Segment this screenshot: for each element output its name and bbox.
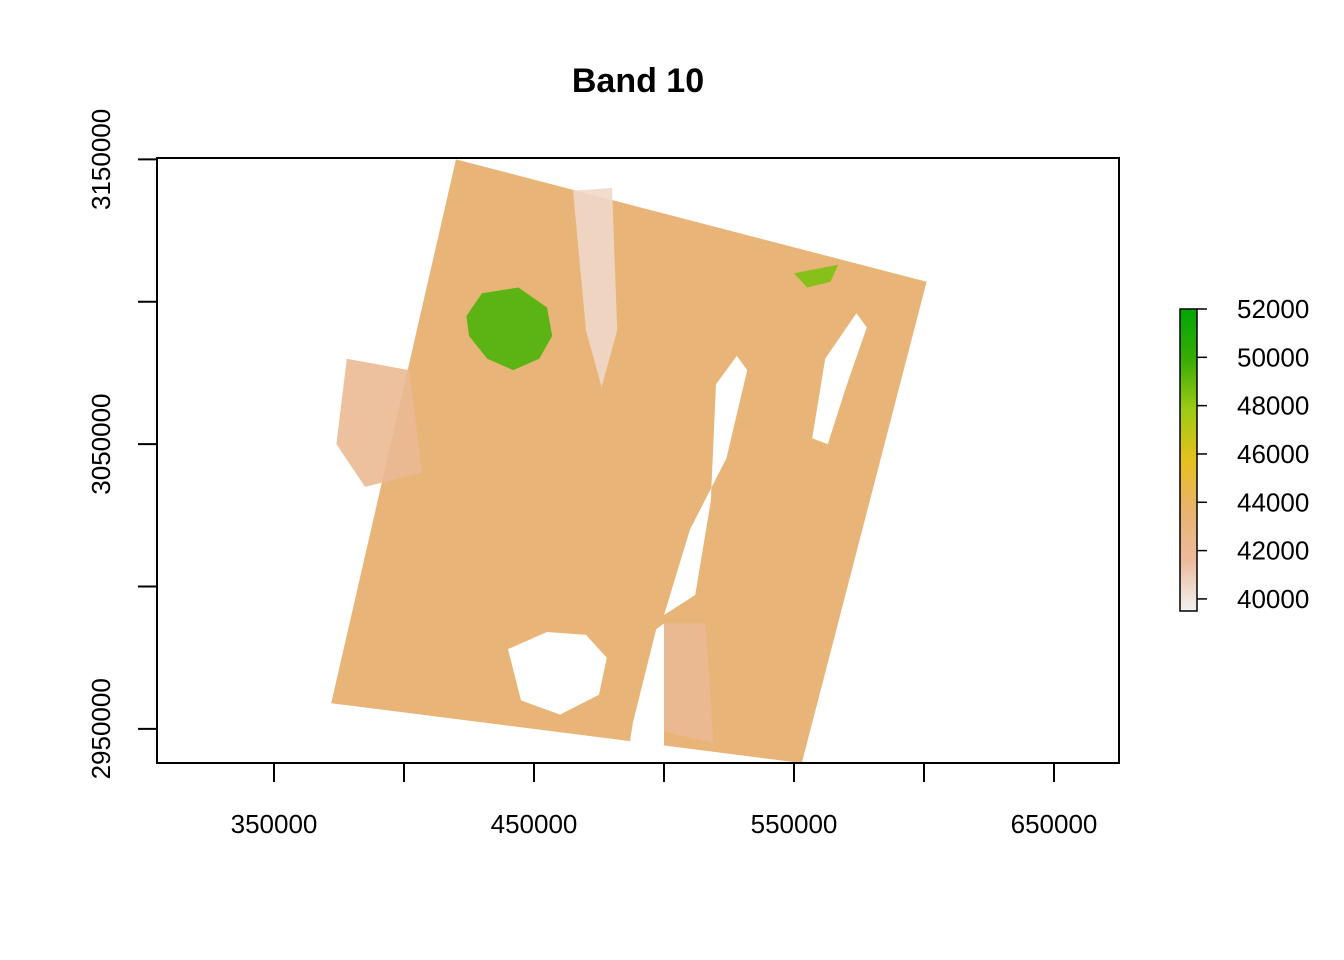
x-tick-label: 350000	[231, 809, 318, 839]
x-axis: 350000 450000 550000 650000	[231, 763, 1098, 839]
chart-title: Band 10	[572, 62, 704, 100]
nodata-area	[812, 313, 867, 445]
color-legend: 40000 42000 44000 46000 48000 50000 52000	[1179, 294, 1309, 614]
raster-layer	[331, 159, 927, 763]
legend-tick-label: 46000	[1237, 439, 1309, 469]
y-tick-label: 3150000	[86, 109, 116, 210]
y-tick-label: 2950000	[86, 678, 116, 779]
legend-colorbar	[1179, 308, 1198, 612]
x-tick-label: 650000	[1011, 809, 1098, 839]
x-tick-label: 550000	[751, 809, 838, 839]
raster-region	[664, 623, 714, 744]
raster-region	[466, 287, 553, 371]
legend-tick-label: 44000	[1237, 487, 1309, 517]
nodata-area	[627, 623, 664, 758]
legend-tick-label: 40000	[1237, 584, 1309, 614]
y-tick-label: 3050000	[86, 393, 116, 494]
legend-tick-label: 52000	[1237, 294, 1309, 324]
legend-tick-label: 42000	[1237, 536, 1309, 566]
plot-frame	[156, 157, 1120, 764]
legend-tick-label: 48000	[1237, 391, 1309, 421]
raster-region	[794, 264, 839, 288]
y-axis: 2950000 3050000 3150000	[86, 109, 157, 779]
nodata-area	[508, 632, 607, 715]
raster-region	[336, 358, 423, 487]
raster-region	[573, 187, 618, 388]
x-tick-label: 450000	[491, 809, 578, 839]
nodata-area	[664, 355, 748, 615]
legend-tick-label: 50000	[1237, 342, 1309, 372]
